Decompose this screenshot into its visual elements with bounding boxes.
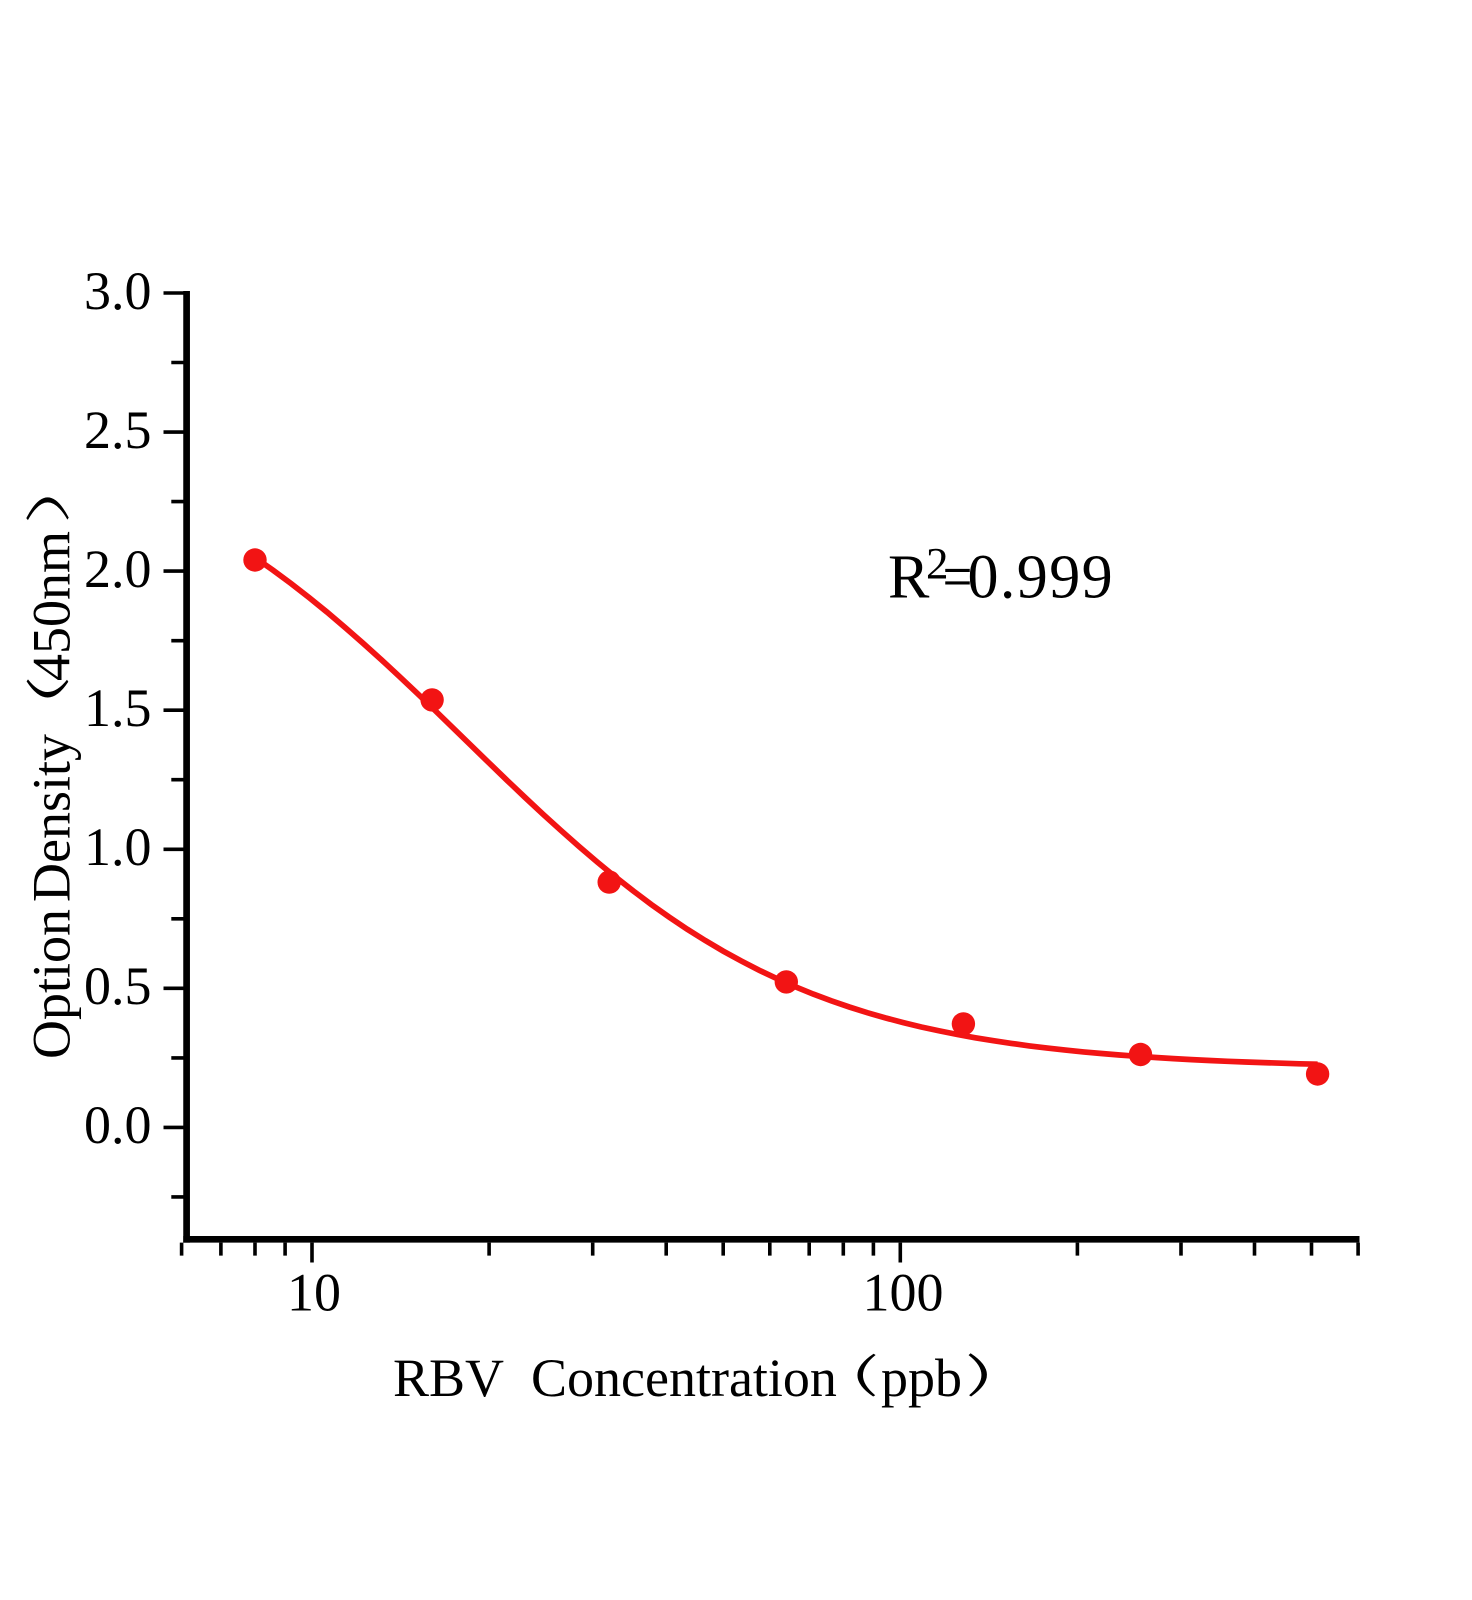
svg-text:Option: Option [22, 909, 82, 1059]
svg-text:Concentration: Concentration [531, 1348, 837, 1408]
svg-text:3.0: 3.0 [84, 261, 152, 321]
svg-text:R: R [888, 544, 930, 612]
svg-text:0.5: 0.5 [84, 956, 152, 1016]
svg-text:450nm: 450nm [22, 531, 82, 681]
svg-text:=: = [943, 544, 973, 612]
svg-text:2.0: 2.0 [84, 539, 152, 599]
svg-text:RBV: RBV [393, 1348, 504, 1408]
svg-text:0.0: 0.0 [84, 1095, 152, 1155]
svg-text:2.5: 2.5 [84, 400, 152, 460]
svg-text:10: 10 [287, 1263, 341, 1323]
svg-text:Density: Density [22, 734, 82, 902]
svg-text:ppb: ppb [881, 1348, 962, 1408]
svg-text:1.0: 1.0 [84, 817, 152, 877]
svg-text:0.999: 0.999 [968, 544, 1115, 612]
svg-text:1.5: 1.5 [84, 678, 152, 738]
svg-text:100: 100 [863, 1263, 944, 1323]
